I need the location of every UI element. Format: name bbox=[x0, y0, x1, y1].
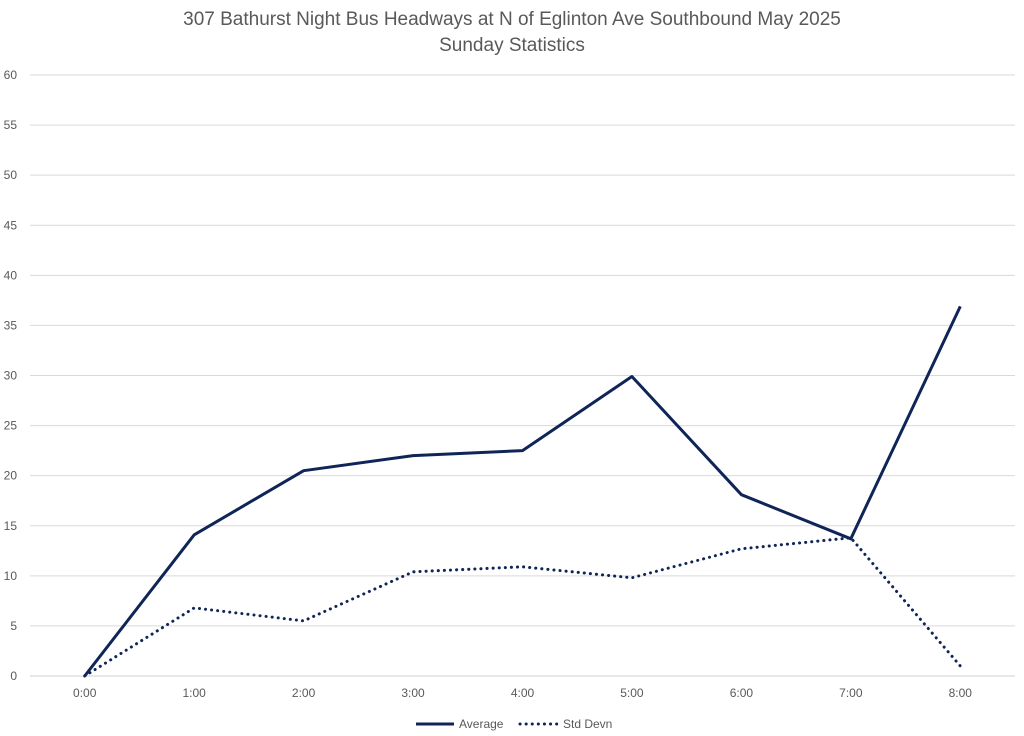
x-tick-label: 2:00 bbox=[292, 686, 316, 700]
data-point bbox=[630, 576, 633, 579]
x-tick-label: 8:00 bbox=[949, 686, 973, 700]
series-line-average bbox=[83, 305, 962, 677]
y-tick-label: 15 bbox=[4, 519, 18, 533]
data-point bbox=[959, 305, 962, 308]
y-tick-label: 60 bbox=[4, 68, 18, 82]
data-point bbox=[193, 606, 196, 609]
chart-subtitle: Sunday Statistics bbox=[439, 35, 585, 56]
y-tick-label: 5 bbox=[10, 619, 17, 633]
x-tick-label: 7:00 bbox=[839, 686, 863, 700]
legend-label: Std Devn bbox=[563, 717, 612, 731]
x-axis-tick-labels: 0:00 1:00 2:00 3:00 4:00 5:00 6:00 7:00 8:00 bbox=[73, 686, 972, 700]
chart-title: 307 Bathurst Night Bus Headways at N of … bbox=[183, 9, 841, 30]
x-tick-label: 1:00 bbox=[182, 686, 206, 700]
y-tick-label: 35 bbox=[4, 318, 18, 332]
data-point bbox=[302, 619, 305, 622]
data-point bbox=[83, 675, 86, 678]
y-tick-label: 50 bbox=[4, 168, 18, 182]
gridlines bbox=[30, 74, 1015, 677]
legend: Average Std Devn bbox=[416, 717, 612, 731]
data-point bbox=[740, 493, 743, 496]
y-tick-label: 55 bbox=[4, 118, 18, 132]
y-axis-tick-labels: 0 5 10 15 20 25 30 35 40 45 50 55 60 bbox=[4, 68, 18, 683]
y-tick-label: 20 bbox=[4, 469, 18, 483]
y-tick-label: 30 bbox=[4, 369, 18, 383]
y-tick-label: 0 bbox=[10, 669, 17, 683]
data-point bbox=[521, 449, 524, 452]
data-point bbox=[521, 565, 524, 568]
x-tick-label: 5:00 bbox=[620, 686, 644, 700]
data-point bbox=[959, 664, 962, 667]
y-tick-label: 40 bbox=[4, 268, 18, 282]
y-tick-label: 45 bbox=[4, 218, 18, 232]
data-point bbox=[302, 469, 305, 472]
x-tick-label: 0:00 bbox=[73, 686, 97, 700]
x-tick-label: 6:00 bbox=[730, 686, 754, 700]
x-tick-label: 4:00 bbox=[511, 686, 535, 700]
x-tick-label: 3:00 bbox=[401, 686, 425, 700]
data-point bbox=[630, 375, 633, 378]
data-point bbox=[412, 570, 415, 573]
data-point bbox=[193, 533, 196, 536]
data-point bbox=[740, 547, 743, 550]
series-lines bbox=[83, 305, 962, 678]
legend-label: Average bbox=[459, 717, 504, 731]
data-point bbox=[849, 536, 852, 539]
data-point bbox=[412, 454, 415, 457]
y-tick-label: 10 bbox=[4, 569, 18, 583]
series-line-std-devn bbox=[83, 536, 962, 678]
y-tick-label: 25 bbox=[4, 419, 18, 433]
